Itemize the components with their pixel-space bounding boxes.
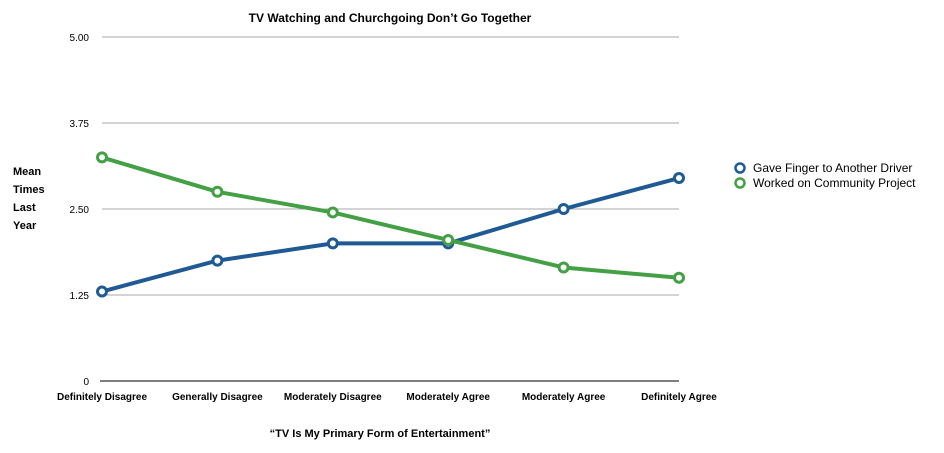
legend-marker xyxy=(734,162,746,174)
x-tick-label: Generally Disagree xyxy=(172,392,263,403)
y-axis-title-line: Mean xyxy=(13,166,41,178)
data-point xyxy=(557,203,570,215)
x-tick-labels: Definitely Disagree Generally Disagree Mod… xyxy=(57,392,717,403)
series-line xyxy=(101,176,680,294)
x-tick-label: Moderately Agree xyxy=(406,392,490,403)
y-axis-title: Mean Times Last Year xyxy=(13,166,45,232)
x-tick-label: Moderately Agree xyxy=(522,392,606,403)
legend-label: Worked on Community Project xyxy=(753,176,916,190)
x-tick-label: Definitely Agree xyxy=(641,392,717,403)
y-tick-label: 0 xyxy=(83,377,89,388)
legend-label: Gave Finger to Another Driver xyxy=(753,161,912,175)
x-tick-label: Definitely Disagree xyxy=(57,392,147,403)
y-tick-label: 3.75 xyxy=(70,119,90,130)
data-point xyxy=(96,285,108,298)
data-point xyxy=(557,261,570,274)
y-tick-labels: 0 1.25 2.50 3.75 5.00 xyxy=(70,33,90,388)
y-axis-title-line: Times xyxy=(13,184,45,196)
series-line xyxy=(101,155,680,280)
x-tick-label: Moderately Disagree xyxy=(284,392,382,403)
chart-title: TV Watching and Churchgoing Don’t Go Tog… xyxy=(249,11,532,25)
data-point xyxy=(673,271,685,284)
y-tick-label: 2.50 xyxy=(70,205,90,216)
data-point xyxy=(211,254,224,267)
legend-marker xyxy=(734,177,746,189)
x-axis-title: “TV Is My Primary Form of Entertainment” xyxy=(270,428,491,440)
series-1 xyxy=(96,172,685,298)
y-axis-title-line: Last xyxy=(13,202,36,214)
gridlines xyxy=(102,36,679,296)
series-layer xyxy=(96,151,685,298)
data-point xyxy=(211,185,224,198)
data-point xyxy=(442,233,455,246)
y-tick-label: 1.25 xyxy=(70,291,90,302)
data-point xyxy=(326,206,339,219)
y-tick-label: 5.00 xyxy=(70,33,90,44)
data-point xyxy=(96,151,108,164)
data-point xyxy=(673,172,685,185)
y-axis-title-line: Year xyxy=(13,220,37,232)
data-point xyxy=(326,237,339,250)
series-2 xyxy=(96,151,685,284)
